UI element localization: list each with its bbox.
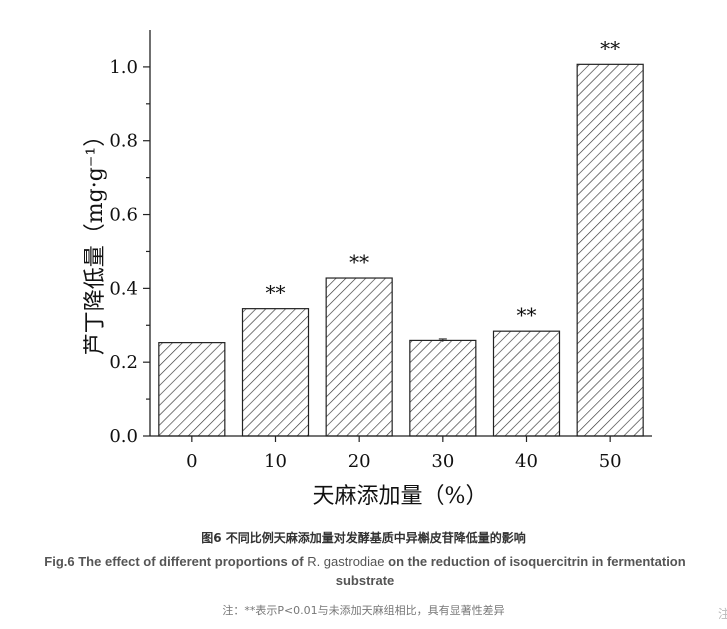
bar-20 <box>325 277 393 437</box>
figure-caption-en: Fig.6 The effect of different proportion… <box>20 552 710 590</box>
bars: ** ** ** ** <box>158 36 644 437</box>
caption-en-species: R. gastrodiae <box>307 554 385 569</box>
x-tick-label-20: 20 <box>348 451 371 472</box>
corner-mark: 注 <box>718 607 727 621</box>
bar-30 <box>409 339 477 437</box>
x-tick-label-30: 30 <box>431 451 454 472</box>
x-tick-label-0: 0 <box>186 451 197 472</box>
bar-10 <box>241 308 310 437</box>
x-tick-label-50: 50 <box>599 451 622 472</box>
significance-mark-50: ** <box>600 36 620 60</box>
bar-chart: ** ** ** ** 0 10 20 30 40 50 0.0 0.2 0.4 0.6 0.8 1.0 天… <box>83 30 652 509</box>
bar-0 <box>158 342 226 437</box>
axes: 0 10 20 30 40 50 0.0 0.2 0.4 0.6 0.8 1.0 <box>109 30 652 472</box>
y-tick-label: 0.2 <box>109 352 138 373</box>
x-tick-label-10: 10 <box>264 451 287 472</box>
significance-mark-40: ** <box>517 303 537 327</box>
x-tick-label-40: 40 <box>515 451 538 472</box>
significance-note: 注：**表示P<0.01与未添加天麻组相比，具有显著性差异 <box>222 604 505 617</box>
significance-mark-10: ** <box>266 281 286 305</box>
y-tick-label: 1.0 <box>109 57 138 78</box>
x-axis-label: 天麻添加量（%） <box>313 484 488 509</box>
figure-caption-cn: 图6 不同比例天麻添加量对发酵基质中异槲皮苷降低量的影响 <box>201 531 526 545</box>
y-tick-label: 0.0 <box>109 426 138 447</box>
y-tick-label: 0.8 <box>109 131 138 152</box>
bar-50 <box>576 63 644 437</box>
caption-en-suffix: on the reduction of isoquercitrin in fer… <box>335 554 686 588</box>
y-tick-label: 0.4 <box>109 278 138 299</box>
significance-mark-20: ** <box>349 250 369 274</box>
y-axis-label: 芦丁降低量（mg·g⁻¹） <box>83 125 108 355</box>
caption-en-prefix: Fig.6 The effect of different proportion… <box>44 554 308 569</box>
bar-40 <box>492 330 561 437</box>
y-tick-label: 0.6 <box>109 205 138 226</box>
